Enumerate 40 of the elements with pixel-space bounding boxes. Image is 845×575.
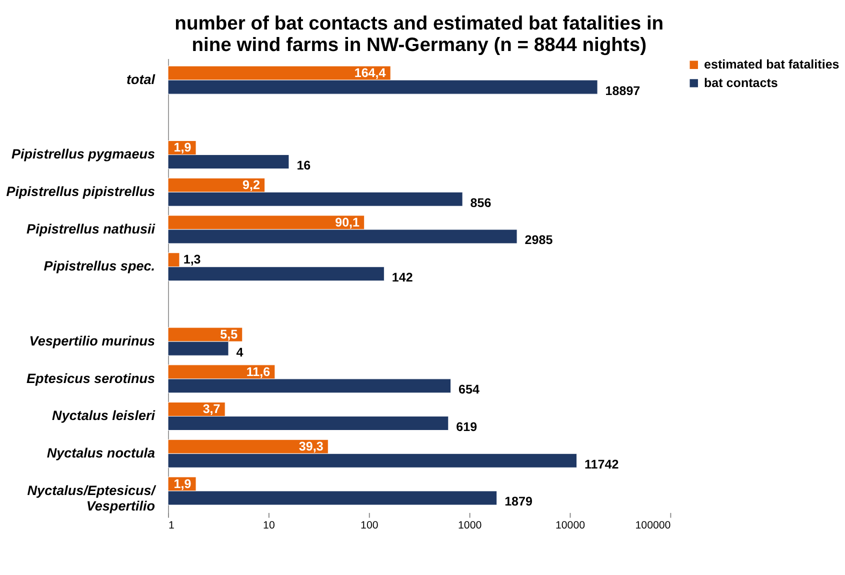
legend-label: estimated bat fatalities xyxy=(704,58,840,72)
y-tick-label: Nyctalus leisleri xyxy=(52,408,156,424)
y-tick-label: Pipistrellus spec. xyxy=(44,258,155,274)
data-label: 11742 xyxy=(584,457,619,472)
data-label: 856 xyxy=(470,196,492,210)
text: number of bat contacts and estimated bat fatalities in xyxy=(174,14,664,35)
data-label: 164,4 xyxy=(354,66,386,80)
x-tick-label: 100 xyxy=(360,519,378,532)
data-label: 11,6 xyxy=(246,364,270,379)
y-tick-label: total xyxy=(126,72,156,87)
x-tick-label: 10 xyxy=(263,519,275,532)
x-tick-label: 100000 xyxy=(635,519,671,532)
text: nine wind farms in NW-Germany (n = 8844 nights) xyxy=(192,34,647,56)
data-label: 654 xyxy=(458,382,480,397)
data-label: 90,1 xyxy=(335,215,360,230)
data-label: 16 xyxy=(296,158,311,172)
y-tick-label: Pipistrellus nathusii xyxy=(26,221,156,236)
y-tick-label: Nyctalus/Eptesicus/Vespertilio xyxy=(27,482,156,514)
data-label: 1,9 xyxy=(174,140,192,155)
legend-label: bat contacts xyxy=(704,76,778,90)
x-tick-label: 1000 xyxy=(458,519,482,532)
y-tick-label: Pipistrellus pygmaeus xyxy=(12,146,156,162)
y-tick-label: Nyctalus noctula xyxy=(46,445,156,460)
data-label: 39,3 xyxy=(298,439,324,454)
data-label: 1,9 xyxy=(174,476,192,491)
y-tick-label: Eptesicus serotinus xyxy=(26,370,156,386)
data-label: 2985 xyxy=(524,233,553,248)
data-label: 5,5 xyxy=(220,327,238,342)
x-tick-label: 10000 xyxy=(555,519,586,532)
data-label: 619 xyxy=(456,420,478,434)
data-label: 142 xyxy=(392,270,413,285)
data-label: 3,7 xyxy=(202,402,220,416)
data-label: 4 xyxy=(236,345,244,360)
data-label: 18897 xyxy=(605,84,640,98)
data-label: 1879 xyxy=(504,494,533,509)
x-tick-label: 1 xyxy=(168,519,175,532)
y-tick-label: Pipistrellus pipistrellus xyxy=(6,184,156,199)
data-label: 1,3 xyxy=(183,252,201,267)
data-label: 9,2 xyxy=(242,178,260,192)
y-tick-label: Vespertilio murinus xyxy=(29,333,156,348)
